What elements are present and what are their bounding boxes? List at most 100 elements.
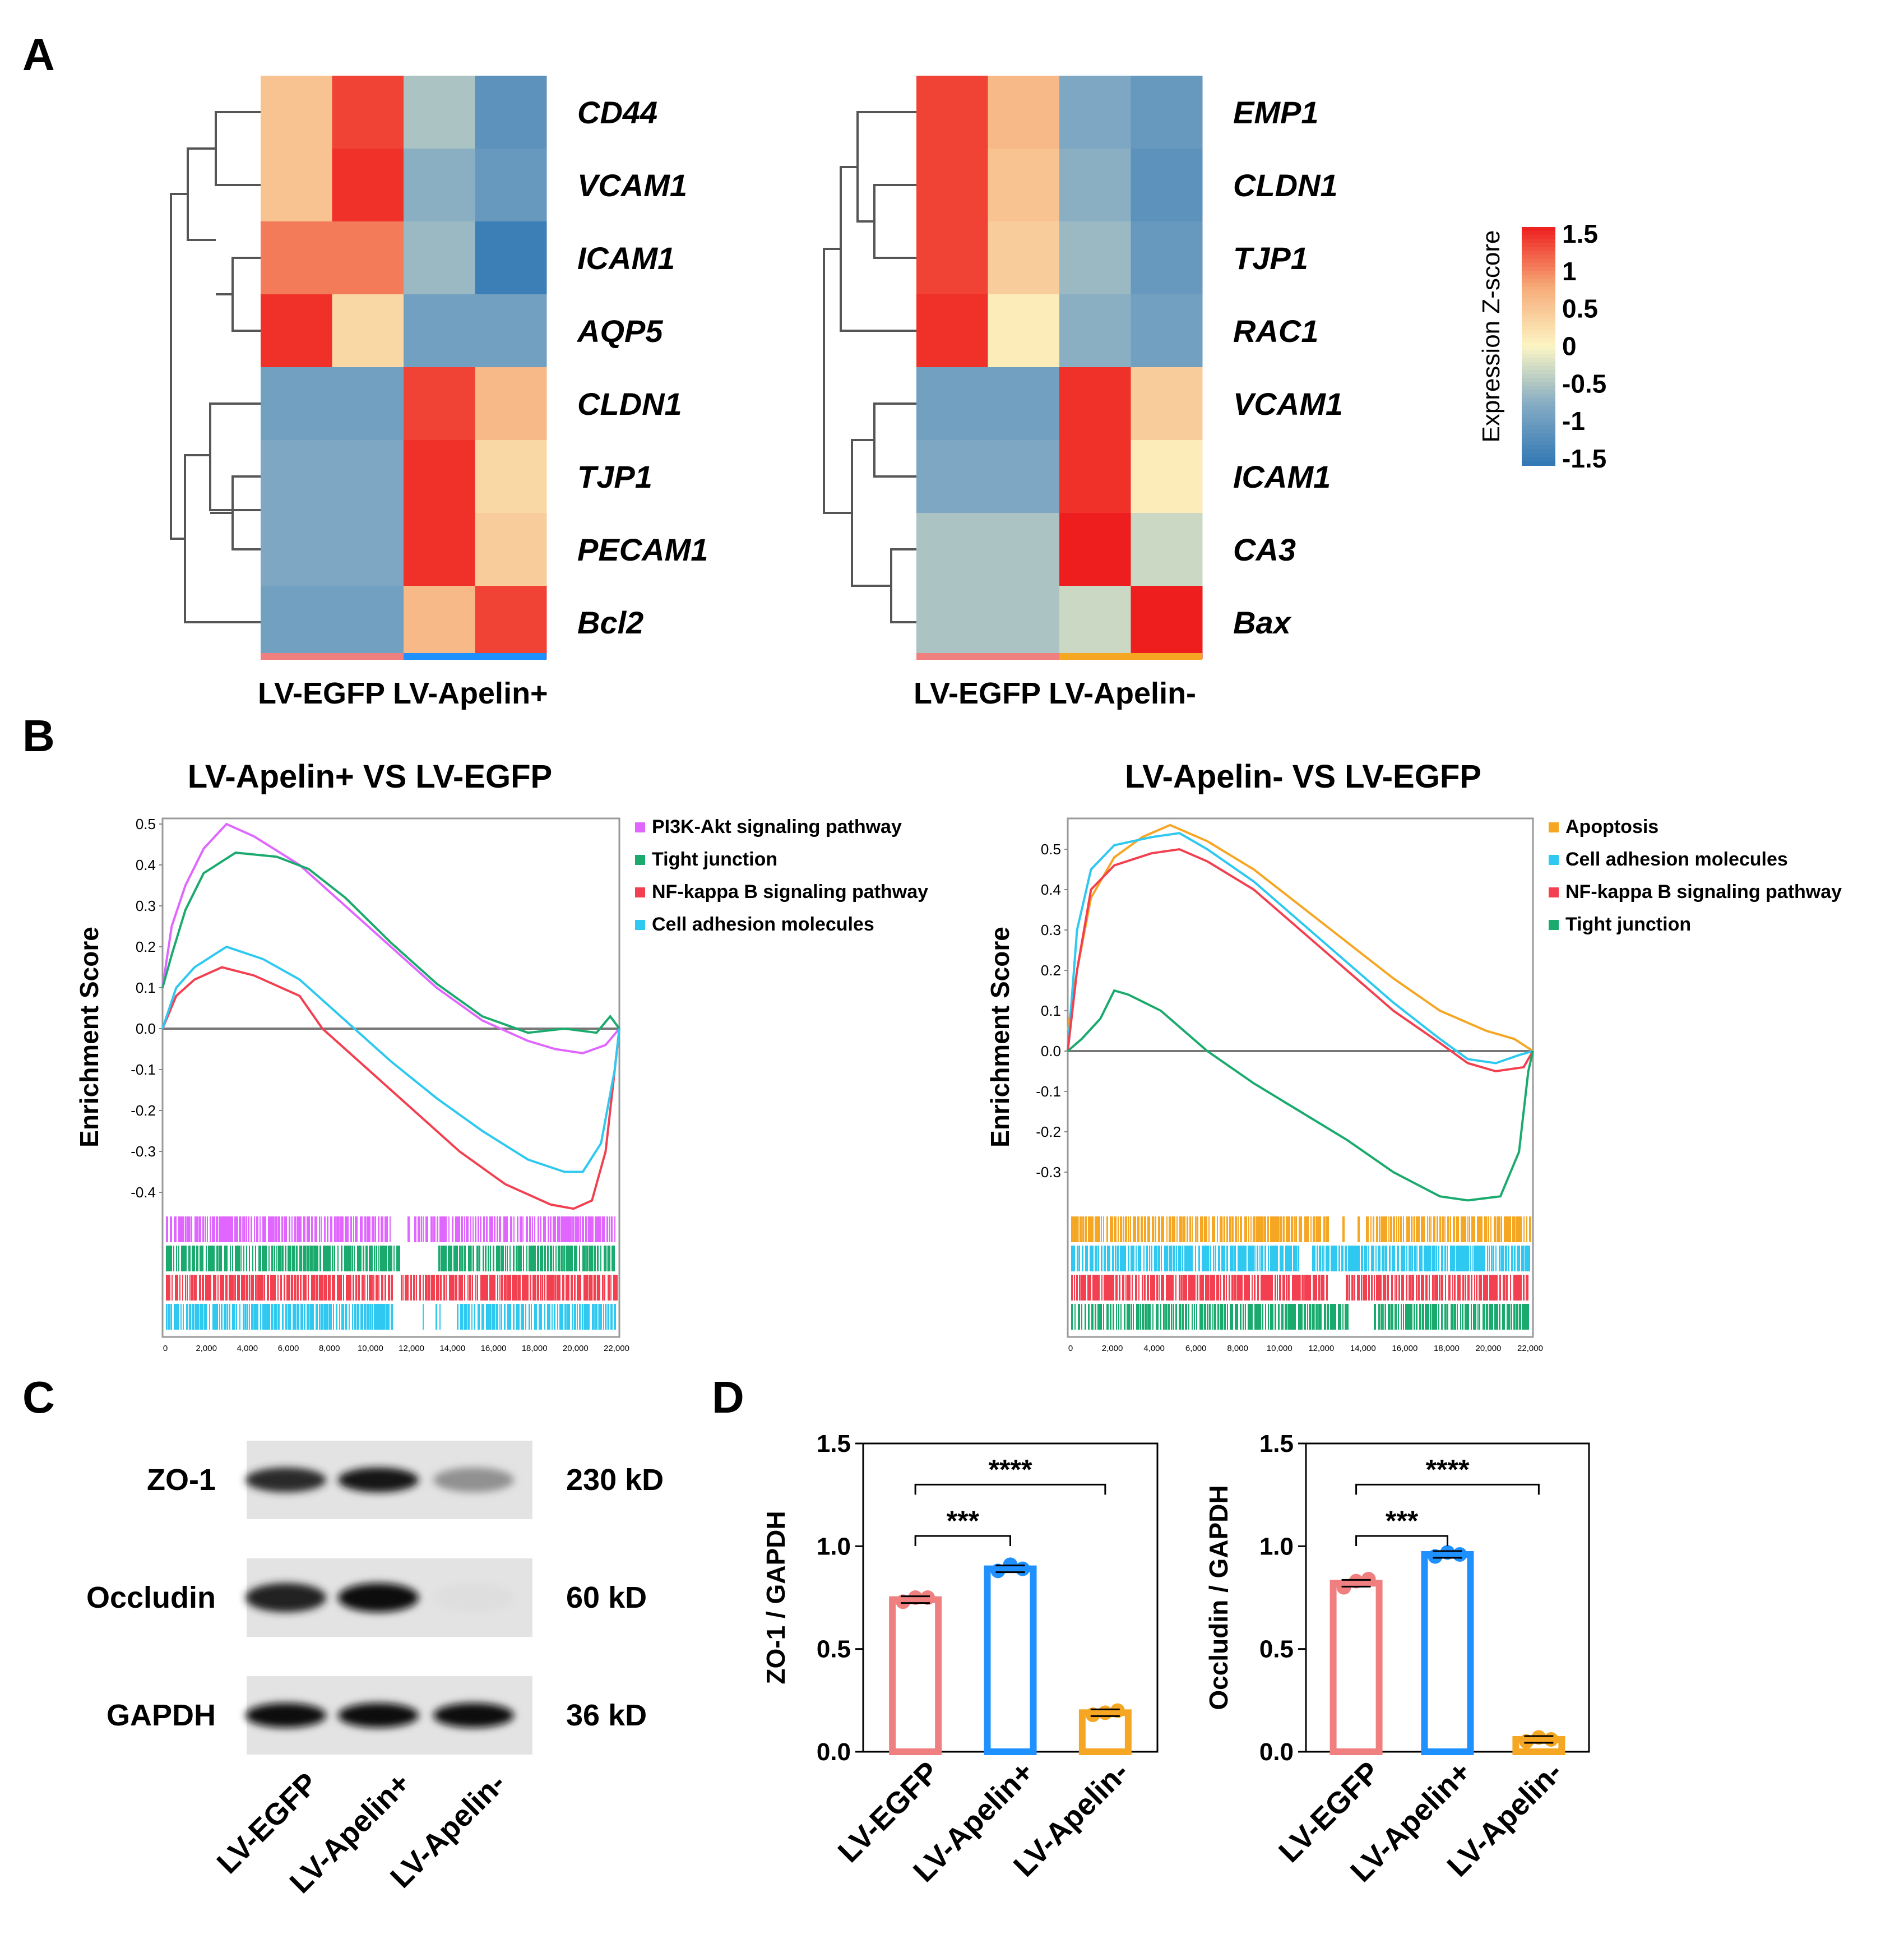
hit-mark [297, 1216, 299, 1242]
hit-mark [246, 1275, 248, 1301]
hit-mark [336, 1304, 337, 1330]
hit-mark [1526, 1246, 1527, 1271]
hit-mark [1383, 1304, 1384, 1330]
hit-mark [1248, 1246, 1250, 1271]
hit-mark [289, 1304, 291, 1330]
hit-mark [1285, 1304, 1287, 1330]
hit-mark [1257, 1304, 1258, 1330]
hit-mark [1507, 1304, 1508, 1330]
hit-mark [1203, 1246, 1206, 1271]
hit-mark [1310, 1216, 1312, 1242]
hit-mark [1215, 1246, 1216, 1271]
hit-mark [469, 1246, 471, 1271]
hit-mark [1199, 1275, 1201, 1301]
y-axis-label: ZO-1 / GAPDH [761, 1511, 790, 1684]
hit-mark [507, 1275, 509, 1301]
hit-mark [494, 1304, 495, 1330]
hit-mark [1248, 1304, 1249, 1330]
heatmap-cell [1131, 76, 1203, 149]
hit-mark [1520, 1216, 1522, 1242]
hit-mark [387, 1216, 388, 1242]
hit-mark [601, 1304, 602, 1330]
hit-mark [1165, 1304, 1168, 1330]
hit-mark [503, 1216, 504, 1242]
hit-mark [1199, 1304, 1202, 1330]
hit-mark [592, 1304, 593, 1330]
hit-mark [1522, 1304, 1523, 1330]
hit-mark [1499, 1304, 1500, 1330]
hit-mark [1361, 1275, 1362, 1301]
hit-mark [1451, 1304, 1453, 1330]
hit-mark [254, 1304, 257, 1330]
group-bar-lv-egfp-right [916, 653, 1059, 660]
es-curve [1067, 989, 1534, 1202]
hit-mark [1366, 1216, 1368, 1242]
hit-mark [1396, 1216, 1397, 1242]
heatmap-cell [475, 221, 547, 295]
hit-mark [1270, 1304, 1272, 1330]
hit-mark [496, 1246, 498, 1271]
hit-mark [413, 1275, 415, 1301]
hit-mark [1236, 1275, 1238, 1301]
hit-mark [1169, 1246, 1170, 1271]
data-point [1519, 1734, 1534, 1749]
hit-mark [1432, 1246, 1433, 1271]
heatmap-cell [988, 586, 1060, 659]
hit-mark [587, 1304, 589, 1330]
heatmap-cell [988, 76, 1060, 149]
hit-mark [1272, 1246, 1275, 1271]
hit-mark [1240, 1246, 1241, 1271]
hit-mark [307, 1246, 309, 1271]
blot-band [338, 1468, 419, 1492]
hit-mark [475, 1216, 476, 1242]
hit-mark [330, 1304, 332, 1330]
hit-mark [567, 1275, 568, 1301]
hit-mark [502, 1275, 503, 1301]
hit-mark [1197, 1275, 1198, 1301]
hit-mark [323, 1304, 325, 1330]
hit-mark [1209, 1304, 1211, 1330]
hit-mark [1324, 1216, 1326, 1242]
hit-mark [294, 1216, 296, 1242]
hit-mark [273, 1275, 275, 1301]
significance-label: **** [1426, 1454, 1470, 1485]
hit-mark [224, 1246, 226, 1271]
hit-mark [1254, 1304, 1256, 1330]
hit-mark [360, 1246, 362, 1271]
hit-mark [369, 1275, 370, 1301]
gene-label: AQP5 [576, 313, 663, 349]
hit-mark [513, 1246, 515, 1271]
data-point [1544, 1732, 1559, 1747]
hit-mark [219, 1304, 220, 1330]
hit-mark [1212, 1216, 1214, 1242]
hit-mark [270, 1216, 271, 1242]
gsea-left: LV-Apelin+ VS LV-EGFP Enrichment Score 0… [75, 758, 928, 1353]
hit-mark [1506, 1246, 1507, 1271]
hit-mark [1511, 1304, 1512, 1330]
hit-mark [1491, 1275, 1493, 1301]
hit-mark [1466, 1304, 1468, 1330]
hit-mark [300, 1275, 302, 1301]
hit-mark [1522, 1246, 1525, 1271]
significance-bracket [1355, 1535, 1448, 1546]
hit-mark [1403, 1216, 1404, 1242]
hit-mark [1138, 1275, 1139, 1301]
hit-mark [1388, 1216, 1389, 1242]
hit-mark [1277, 1246, 1278, 1271]
hit-mark [571, 1246, 573, 1271]
hit-mark [467, 1304, 469, 1330]
gsea-right-ylabel: Enrichment Score [985, 927, 1014, 1147]
data-point [990, 1563, 1006, 1579]
hit-mark [208, 1246, 209, 1271]
legend-label: Apoptosis [1565, 816, 1659, 837]
heatmap-cell [332, 367, 404, 441]
hit-mark [319, 1246, 321, 1271]
hit-mark [221, 1304, 223, 1330]
hit-mark [1293, 1246, 1295, 1271]
hit-mark [591, 1246, 593, 1271]
hit-mark [1128, 1304, 1130, 1330]
hit-mark [467, 1216, 469, 1242]
hit-mark [175, 1275, 177, 1301]
hit-mark [245, 1216, 247, 1242]
hit-mark [271, 1246, 273, 1271]
